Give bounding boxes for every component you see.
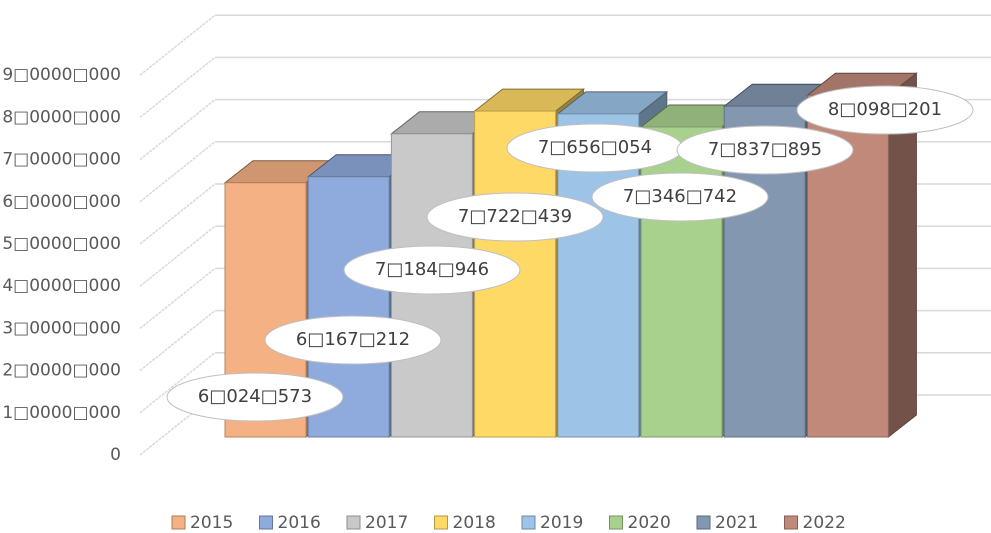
data-label-bubble bbox=[676, 125, 854, 175]
legend-swatch bbox=[171, 515, 186, 530]
data-label: 7□656□054 bbox=[538, 137, 652, 158]
grid-line bbox=[139, 267, 216, 329]
y-tick-label: 0 bbox=[110, 445, 121, 465]
legend-swatch bbox=[346, 515, 361, 530]
y-tick-label: 4□0000□000 bbox=[2, 276, 121, 296]
legend-swatch bbox=[521, 515, 536, 530]
grid-line bbox=[139, 14, 216, 76]
y-tick-label: 1□0000□000 bbox=[2, 403, 121, 423]
legend-swatch bbox=[434, 515, 448, 530]
legend-swatch bbox=[259, 515, 273, 530]
grid-line bbox=[139, 56, 216, 118]
legend-swatch bbox=[784, 515, 798, 530]
legend-label: 2016 bbox=[278, 513, 321, 533]
data-label: 7□346□742 bbox=[623, 186, 737, 207]
grid-line bbox=[139, 99, 216, 161]
legend-label: 2018 bbox=[453, 513, 496, 533]
y-tick-label: 8□0000□000 bbox=[2, 107, 121, 127]
legend-swatch bbox=[609, 515, 623, 530]
legend-label: 2015 bbox=[190, 513, 233, 533]
data-label-bubble bbox=[166, 372, 344, 422]
y-tick-label: 3□0000□000 bbox=[2, 318, 121, 338]
data-label: 7□722□439 bbox=[458, 206, 572, 227]
data-label: 7□837□895 bbox=[708, 139, 822, 160]
data-label-bubble bbox=[426, 192, 604, 242]
y-tick-label: 7□0000□000 bbox=[2, 150, 121, 170]
data-label: 8□098□201 bbox=[828, 99, 942, 120]
y-tick-label: 9□0000□000 bbox=[2, 65, 121, 85]
data-label: 6□024□573 bbox=[198, 386, 312, 407]
data-label-bubble bbox=[264, 315, 442, 365]
legend-label: 2019 bbox=[540, 513, 583, 533]
grid-line bbox=[139, 141, 216, 203]
grid-line bbox=[139, 310, 216, 372]
legend-label: 2022 bbox=[803, 513, 846, 533]
legend-swatch bbox=[696, 515, 711, 530]
grid-line bbox=[139, 352, 216, 414]
legend-label: 2020 bbox=[628, 513, 671, 533]
y-tick-label: 5□0000□000 bbox=[2, 234, 121, 254]
data-label-bubble bbox=[796, 85, 974, 135]
data-label-bubble bbox=[343, 245, 521, 295]
y-tick-label: 2□0000□000 bbox=[2, 361, 121, 381]
grid-line bbox=[139, 183, 216, 245]
grid-line bbox=[139, 225, 216, 287]
legend-label: 2017 bbox=[365, 513, 408, 533]
data-label-bubble bbox=[591, 172, 769, 222]
y-tick-label: 6□0000□000 bbox=[2, 192, 121, 212]
data-label: 6□167□212 bbox=[296, 329, 410, 350]
legend-label: 2021 bbox=[715, 513, 758, 533]
data-label: 7□184□946 bbox=[375, 259, 489, 280]
